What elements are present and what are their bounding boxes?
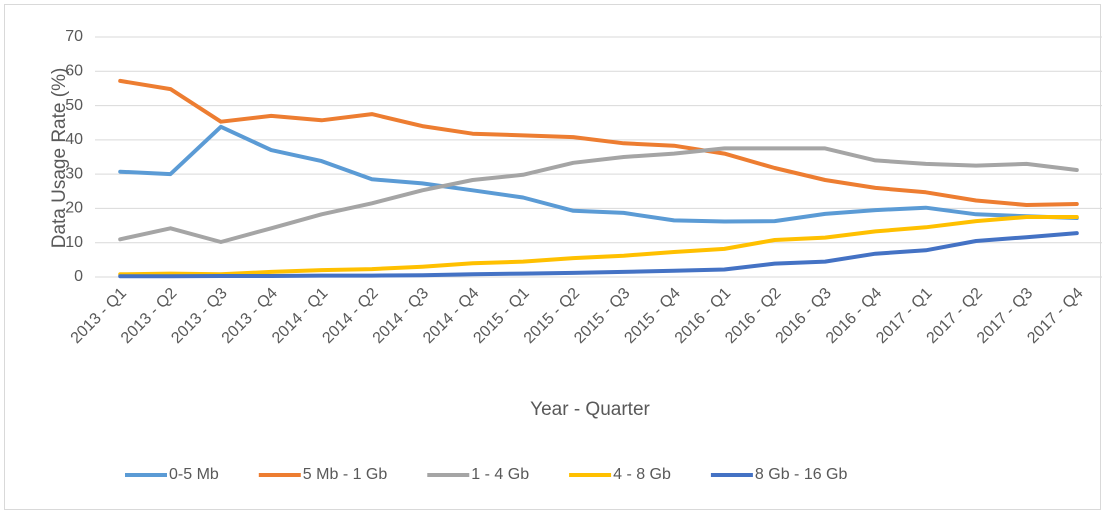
y-tick-label: 0 [74, 268, 83, 285]
y-tick-label: 50 [65, 97, 83, 114]
legend-label: 0-5 Mb [169, 466, 219, 483]
legend-label: 4 - 8 Gb [613, 466, 671, 483]
series-line [118, 78, 1079, 207]
y-tick-label: 60 [65, 63, 83, 80]
y-axis-title: Data Usage Rate (%) [49, 68, 70, 249]
x-axis-title: Year - Quarter [530, 399, 650, 420]
series-line [118, 215, 1079, 277]
legend-label: 1 - 4 Gb [471, 466, 529, 483]
series-line [118, 124, 1079, 224]
y-tick-label: 70 [65, 28, 83, 45]
chart-border [4, 4, 1101, 510]
y-tick-label: 10 [65, 234, 83, 251]
y-tick-label: 40 [65, 131, 83, 148]
series-line [118, 231, 1079, 279]
y-tick-label: 30 [65, 165, 83, 182]
y-tick-label: 20 [65, 200, 83, 217]
legend-label: 8 Gb - 16 Gb [755, 466, 848, 483]
legend-label: 5 Mb - 1 Gb [303, 466, 388, 483]
series-line [118, 146, 1079, 244]
